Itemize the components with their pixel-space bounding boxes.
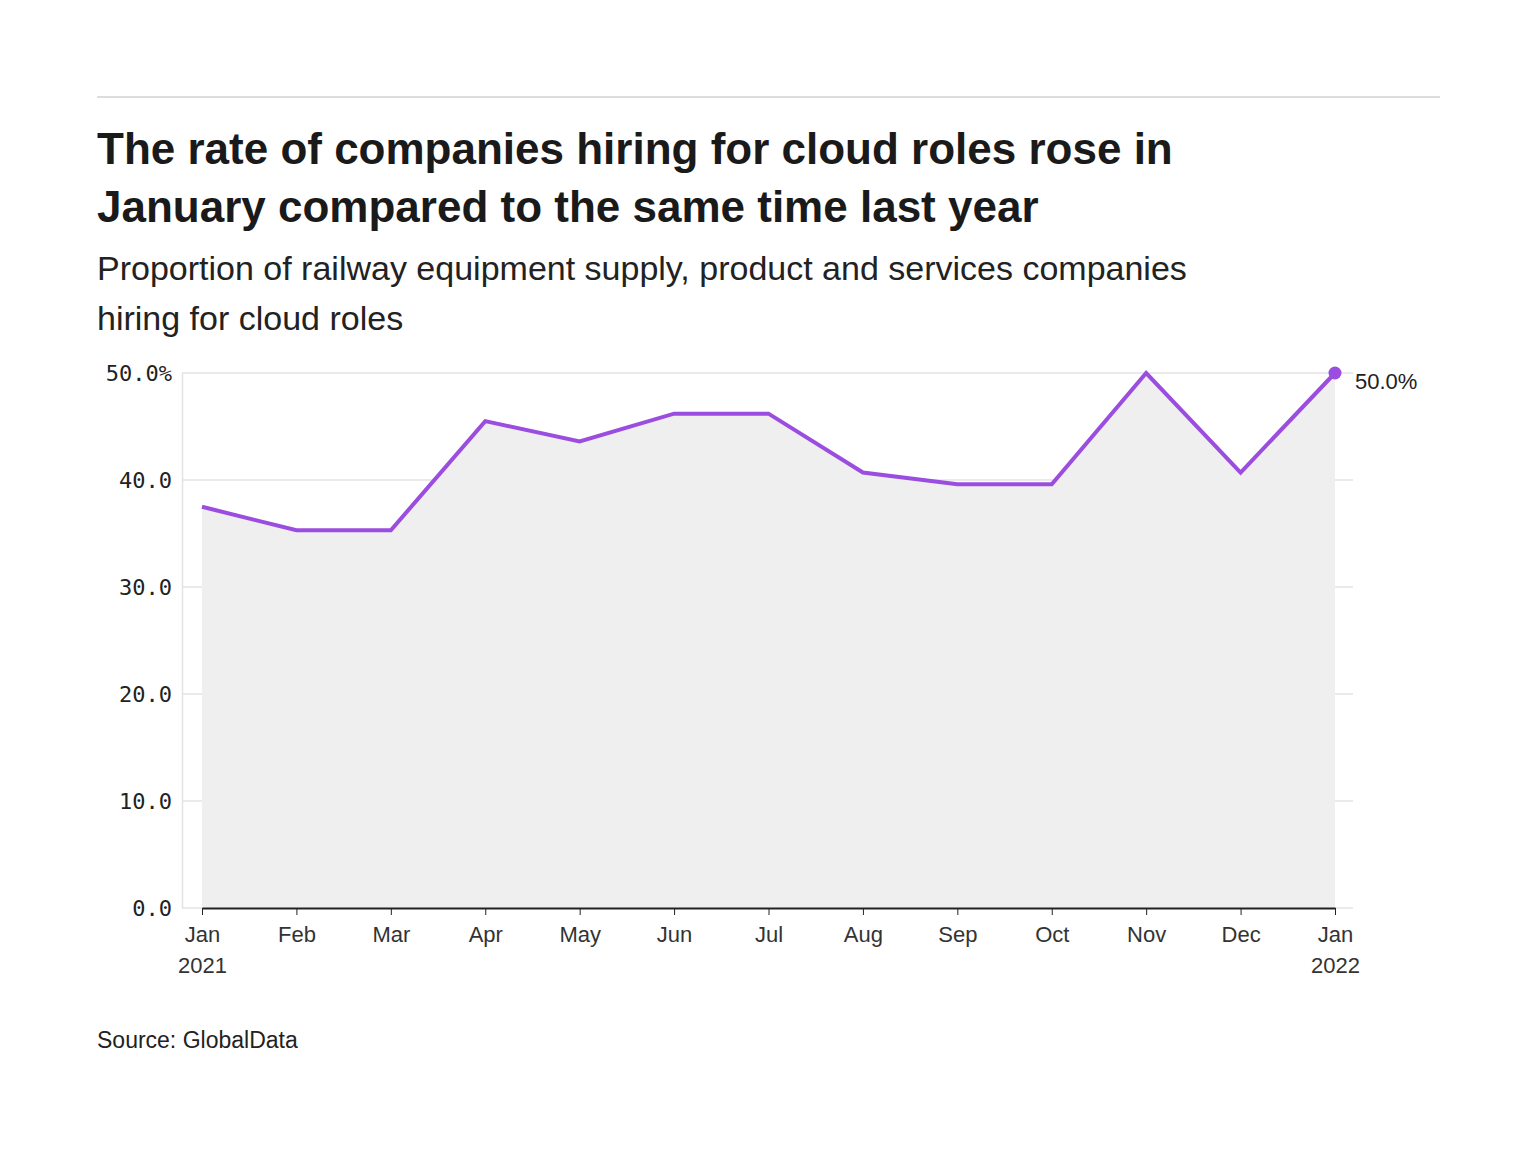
grid: [182, 373, 1353, 908]
x-tick-mark: [1146, 908, 1147, 915]
subtitle: Proportion of railway equipment supply, …: [97, 249, 1187, 337]
text-line: Oct: [1035, 922, 1069, 947]
y-tick: 50.0%: [106, 361, 182, 386]
x-tick-mark: [1052, 908, 1053, 915]
x-axis: Jan 2021 Feb Mar Apr May Jun Jul Aug Sep Oct Nov Dec…: [178, 908, 1360, 978]
x-tick-mark: [957, 908, 958, 915]
title: The rate of companies hiring for cloud r…: [97, 124, 1173, 231]
text-line: Feb: [278, 922, 316, 947]
y-tick: 40.0: [119, 468, 182, 493]
x-tick: Jan 2022: [1311, 908, 1360, 978]
x-tick-mark: [1335, 908, 1336, 915]
x-tick: Oct: [1035, 908, 1069, 947]
x-tick: Apr: [469, 908, 503, 947]
x-tick: Dec: [1222, 908, 1261, 947]
x-tick-mark: [296, 908, 297, 915]
x-tick-label: Jun: [657, 922, 692, 947]
x-tick-mark: [485, 908, 486, 915]
x-tick-label: Nov: [1127, 922, 1166, 947]
x-tick-mark: [391, 908, 392, 915]
text-line: 2022: [1311, 953, 1360, 978]
y-axis-line: [182, 374, 184, 909]
x-tick-label: Dec: [1222, 922, 1261, 947]
x-tick: May: [559, 908, 601, 947]
x-tick-label: Jul: [755, 922, 783, 947]
text-line: Nov: [1127, 922, 1166, 947]
line: [202, 373, 1335, 530]
y-tick-label: 30.0: [119, 575, 172, 600]
text-line: Sep: [938, 922, 977, 947]
x-tick: Jun: [657, 908, 692, 947]
text-line: May: [559, 922, 601, 947]
text-line: Jan: [1318, 922, 1353, 947]
text-line: Jul: [755, 922, 783, 947]
y-tick: 30.0: [119, 575, 182, 600]
text-line: Dec: [1222, 922, 1261, 947]
top-rule: [97, 96, 1440, 98]
x-tick: Jan 2021: [178, 908, 227, 978]
x-tick: Jul: [755, 908, 783, 947]
x-tick-mark: [580, 908, 581, 915]
x-tick-label: Sep: [938, 922, 977, 947]
text-line: Apr: [469, 922, 503, 947]
x-tick-label: Mar: [372, 922, 410, 947]
x-tick-mark: [863, 908, 864, 915]
y-axis: 0.0 10.0 20.0 30.0 40.0 50.0%: [106, 361, 183, 921]
x-tick: Mar: [372, 908, 410, 947]
x-tick-mark: [202, 908, 203, 915]
x-tick: Sep: [938, 908, 977, 947]
text-line: Proportion of railway equipment supply, …: [97, 249, 1187, 287]
text-line: Jun: [657, 922, 692, 947]
x-tick-mark: [1241, 908, 1242, 915]
y-tick-label: 50.0%: [106, 361, 172, 386]
x-tick-label: May: [559, 922, 601, 947]
x-tick-label: Apr: [469, 922, 503, 947]
y-tick: 20.0: [119, 682, 182, 707]
text-line: hiring for cloud roles: [97, 299, 403, 337]
end-marker: [1329, 367, 1342, 380]
chart: The rate of companies hiring for cloud r…: [0, 0, 1536, 1152]
x-tick-label: Oct: [1035, 922, 1069, 947]
source: Source: GlobalData: [97, 1027, 298, 1053]
text-line: 2021: [178, 953, 227, 978]
x-tick-mark: [674, 908, 675, 915]
y-tick: 0.0: [132, 896, 182, 921]
text-line: January compared to the same time last y…: [97, 182, 1039, 231]
area: [202, 373, 1335, 908]
x-tick-mark: [769, 908, 770, 915]
x-tick: Nov: [1127, 908, 1166, 947]
annotation: 50.0%: [1355, 369, 1417, 394]
x-tick-label: Aug: [844, 922, 883, 947]
grid-line: [182, 372, 1353, 374]
text-line: Jan: [185, 922, 220, 947]
y-tick-label: 20.0: [119, 682, 172, 707]
y-tick-label: 40.0: [119, 468, 172, 493]
text-line: Mar: [372, 922, 410, 947]
y-tick-label: 0.0: [132, 896, 172, 921]
plot-area: [202, 373, 1335, 908]
x-tick-label: Jan 2021: [178, 922, 227, 978]
x-tick-label: Jan 2022: [1311, 922, 1360, 978]
x-tick: Aug: [844, 908, 883, 947]
text-line: Aug: [844, 922, 883, 947]
x-tick-label: Feb: [278, 922, 316, 947]
y-tick-label: 10.0: [119, 789, 172, 814]
y-tick: 10.0: [119, 789, 182, 814]
x-tick: Feb: [278, 908, 316, 947]
text-line: The rate of companies hiring for cloud r…: [97, 124, 1173, 173]
